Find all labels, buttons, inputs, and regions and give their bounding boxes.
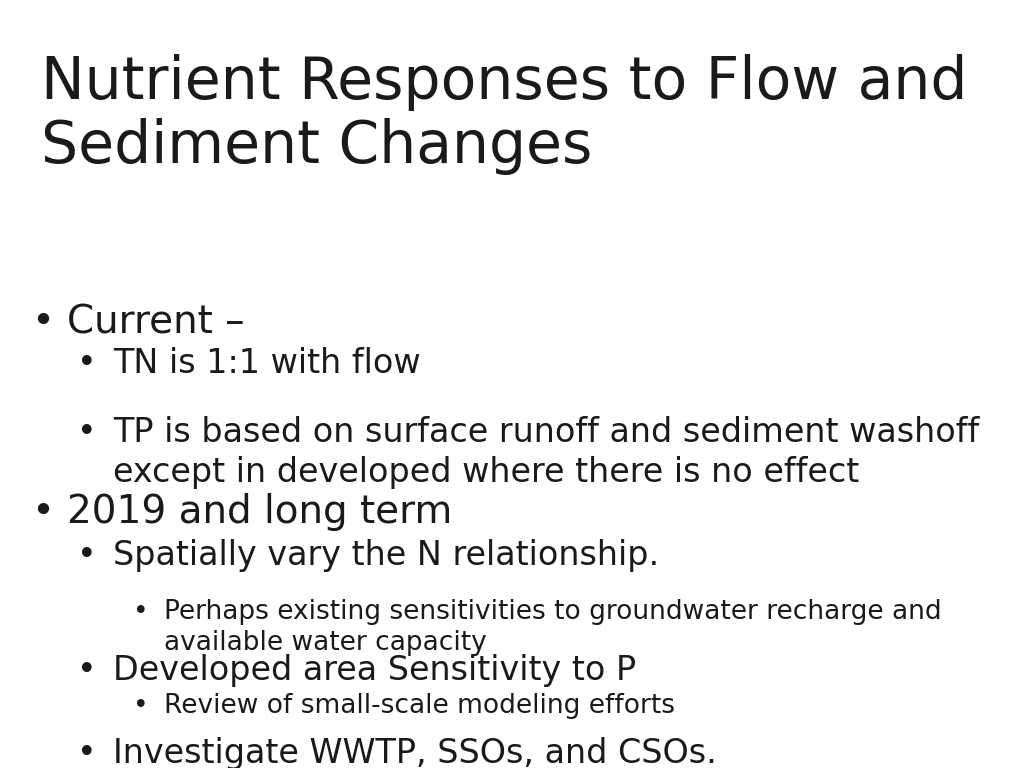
Text: TN is 1:1 with flow: TN is 1:1 with flow — [113, 347, 420, 380]
Text: Spatially vary the N relationship.: Spatially vary the N relationship. — [113, 539, 658, 572]
Text: Current –: Current – — [67, 303, 244, 341]
Text: •: • — [77, 416, 96, 449]
Text: •: • — [31, 493, 53, 531]
Text: TP is based on surface runoff and sediment washoff
except in developed where the: TP is based on surface runoff and sedime… — [113, 416, 979, 488]
Text: Perhaps existing sensitivities to groundwater recharge and
available water capac: Perhaps existing sensitivities to ground… — [164, 599, 941, 656]
Text: 2019 and long term: 2019 and long term — [67, 493, 452, 531]
Text: •: • — [133, 599, 148, 625]
Text: Nutrient Responses to Flow and
Sediment Changes: Nutrient Responses to Flow and Sediment … — [41, 54, 968, 174]
Text: •: • — [31, 303, 53, 341]
Text: Investigate WWTP, SSOs, and CSOs.: Investigate WWTP, SSOs, and CSOs. — [113, 737, 717, 768]
Text: •: • — [77, 737, 96, 768]
Text: Review of small-scale modeling efforts: Review of small-scale modeling efforts — [164, 693, 675, 719]
Text: •: • — [77, 539, 96, 572]
Text: Developed area Sensitivity to P: Developed area Sensitivity to P — [113, 654, 636, 687]
Text: •: • — [133, 693, 148, 719]
Text: •: • — [77, 347, 96, 380]
Text: •: • — [77, 654, 96, 687]
